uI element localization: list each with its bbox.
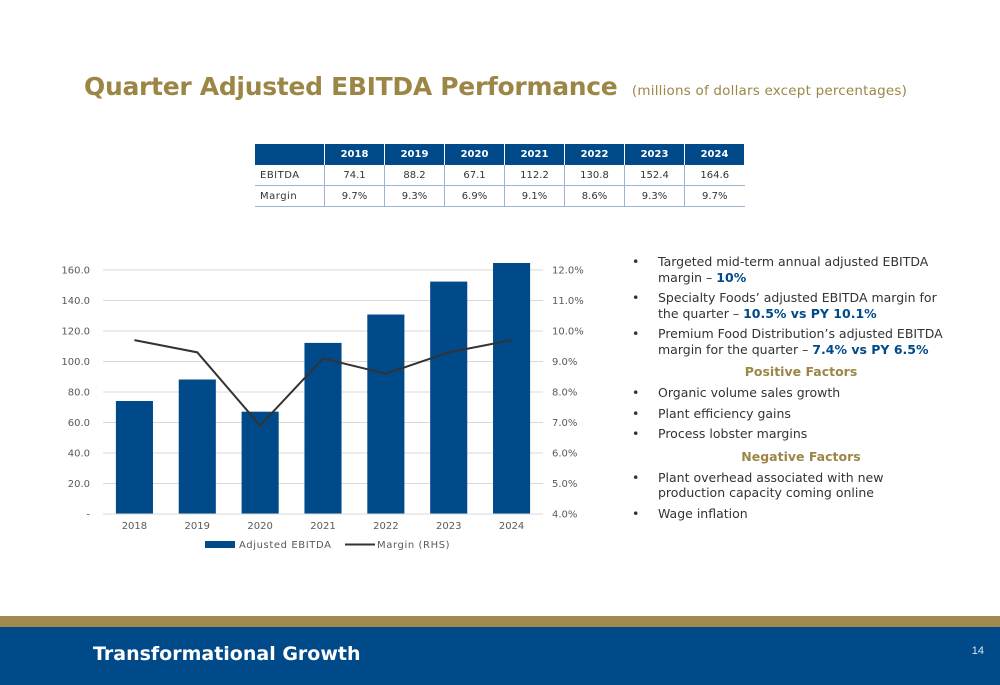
bar-adjusted-ebitda <box>304 342 342 514</box>
page-subtitle: (millions of dollars except percentages) <box>631 83 908 99</box>
table-cell: 130.8 <box>564 165 625 186</box>
title-row: Quarter Adjusted EBITDA Performance (mil… <box>84 72 907 101</box>
bar-adjusted-ebitda <box>115 400 153 514</box>
y2-tick-label: 9.0% <box>552 357 577 368</box>
y2-tick-label: 8.0% <box>552 388 577 399</box>
footer-accent-strip <box>0 616 1000 627</box>
x-tick-label: 2018 <box>122 521 147 532</box>
table-cell: 9.1% <box>504 185 565 207</box>
negative-factors-heading: Negative Factors <box>741 448 861 464</box>
legend-swatch-bars <box>205 541 235 548</box>
y-tick-label: 20.0 <box>68 479 90 490</box>
footer-bar: Transformational Growth 14 <box>0 627 1000 685</box>
table-cell: 88.2 <box>384 165 445 186</box>
positive-factor-item: Organic volume sales growth <box>632 385 952 401</box>
table-cell: 8.6% <box>564 185 625 207</box>
year-header: 2019 <box>384 144 445 165</box>
y-tick-label: 120.0 <box>61 327 90 338</box>
page-title: Quarter Adjusted EBITDA Performance <box>84 72 618 101</box>
year-header: 2022 <box>564 144 625 165</box>
bullet-item: Premium Food Distribution’s adjusted EBI… <box>632 326 952 357</box>
table-cell: 9.7% <box>324 185 385 207</box>
row-label: EBITDA <box>255 165 325 186</box>
table-cell: 152.4 <box>624 165 685 186</box>
y-tick-label: 100.0 <box>61 357 90 368</box>
x-tick-label: 2019 <box>185 521 210 532</box>
y-tick-label: - <box>86 510 90 521</box>
bar-adjusted-ebitda <box>493 262 531 514</box>
positive-factors-heading: Positive Factors <box>744 364 858 379</box>
bar-adjusted-ebitda <box>367 314 405 514</box>
footer-title: Transformational Growth <box>93 643 361 665</box>
y2-tick-label: 7.0% <box>552 418 577 429</box>
y2-tick-label: 5.0% <box>552 479 577 490</box>
positive-factor-item: Plant efficiency gains <box>632 406 952 422</box>
legend-label-line: Margin (RHS) <box>377 540 450 551</box>
bullet-item: Targeted mid-term annual adjusted EBITDA… <box>632 254 952 285</box>
x-tick-label: 2022 <box>373 521 398 532</box>
legend-label-bars: Adjusted EBITDA <box>239 540 332 551</box>
commentary-panel: Targeted mid-term annual adjusted EBITDA… <box>632 254 952 526</box>
year-header: 2018 <box>324 144 385 165</box>
year-header: 2020 <box>444 144 505 165</box>
x-tick-label: 2023 <box>436 521 461 532</box>
table-cell: 9.7% <box>684 185 745 207</box>
ebitda-margin-chart: - 20.0 40.0 60.0 80.0 100.0 120.0 140.0 160.0 4.0… <box>61 262 584 551</box>
y-tick-label: 160.0 <box>61 266 90 277</box>
year-header: 2021 <box>504 144 565 165</box>
table-cell: 112.2 <box>504 165 565 186</box>
page-number: 14 <box>971 645 984 657</box>
y2-tick-label: 10.0% <box>552 327 584 338</box>
x-tick-label: 2024 <box>499 521 524 532</box>
year-header: 2023 <box>624 144 685 165</box>
highlight-value: 10% <box>716 269 747 285</box>
negative-factor-item: Wage inflation <box>632 506 952 522</box>
table-cell: 6.9% <box>444 185 505 207</box>
table-header-row: 2018 2019 2020 2021 2022 2023 2024 <box>255 144 745 165</box>
ebitda-table: 2018 2019 2020 2021 2022 2023 2024 EBITD… <box>255 144 745 207</box>
y-tick-label: 40.0 <box>68 449 90 460</box>
bullet-item: Specialty Foods’ adjusted EBITDA margin … <box>632 290 952 321</box>
highlight-value: 10.5% vs PY 10.1% <box>743 305 877 321</box>
y2-tick-label: 11.0% <box>552 296 584 307</box>
table-cell: 9.3% <box>624 185 685 207</box>
year-header: 2024 <box>684 144 745 165</box>
y-tick-label: 80.0 <box>68 388 90 399</box>
bar-adjusted-ebitda <box>241 411 279 514</box>
row-label: Margin <box>255 185 325 207</box>
x-tick-label: 2020 <box>247 521 272 532</box>
table-cell: 9.3% <box>384 185 445 207</box>
y-tick-label: 60.0 <box>68 418 90 429</box>
table-cell: 67.1 <box>444 165 505 186</box>
table-row: Margin 9.7% 9.3% 6.9% 9.1% 8.6% 9.3% 9.7… <box>255 185 745 207</box>
y2-tick-label: 12.0% <box>552 266 584 277</box>
negative-factor-item: Plant overhead associated with new produ… <box>632 470 952 501</box>
y2-tick-label: 4.0% <box>552 510 577 521</box>
y2-tick-label: 6.0% <box>552 449 577 460</box>
bar-adjusted-ebitda <box>178 379 216 514</box>
table-row: EBITDA 74.1 88.2 67.1 112.2 130.8 152.4 … <box>255 165 745 186</box>
x-tick-label: 2021 <box>310 521 335 532</box>
y-tick-label: 140.0 <box>61 296 90 307</box>
table-cell: 164.6 <box>684 165 745 186</box>
bar-adjusted-ebitda <box>430 281 468 514</box>
table-corner-cell <box>255 144 325 165</box>
table-cell: 74.1 <box>324 165 385 186</box>
positive-factor-item: Process lobster margins <box>632 426 952 442</box>
highlight-value: 7.4% vs PY 6.5% <box>812 341 929 357</box>
